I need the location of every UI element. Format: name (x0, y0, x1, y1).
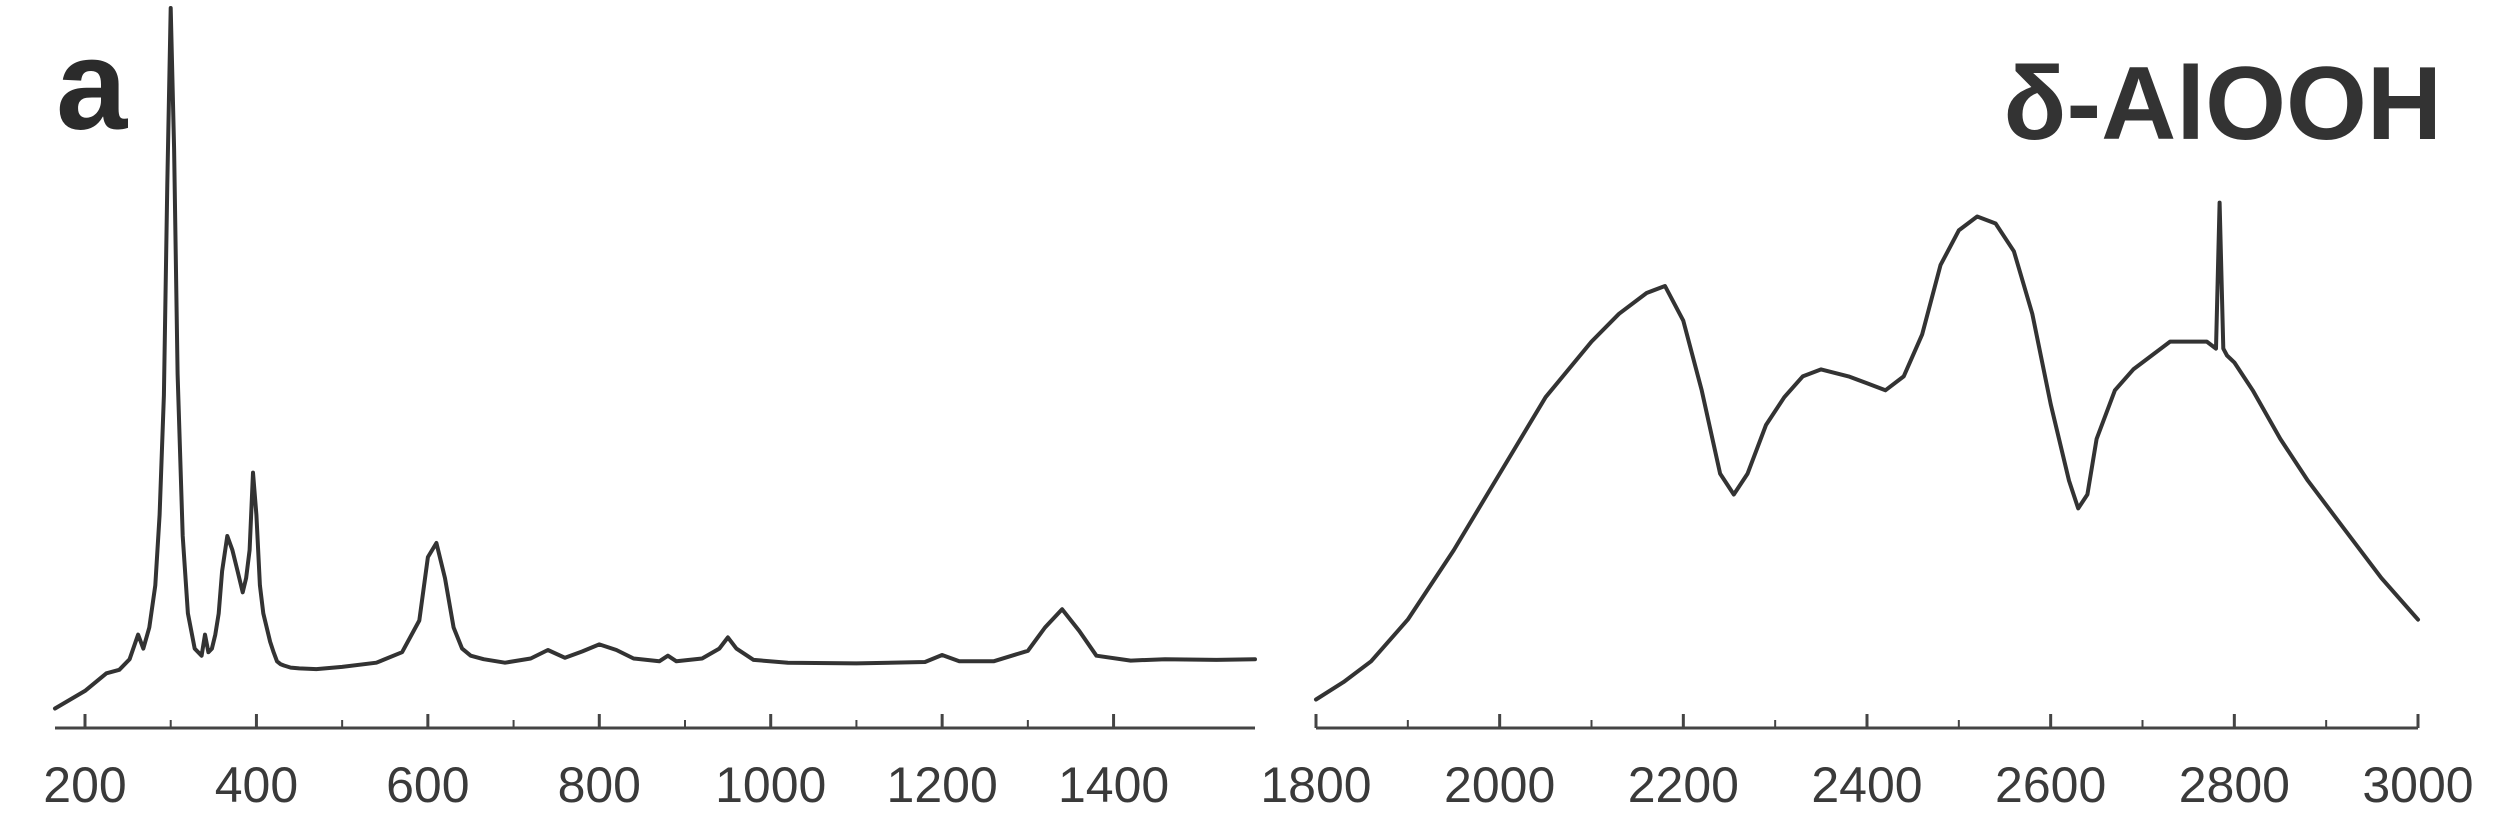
x-tick-label-600: 600 (386, 757, 469, 813)
x-tick-label-2200: 2200 (1628, 757, 1739, 813)
spectrum-line-1 (53, 6, 1257, 711)
x-tick-label-2400: 2400 (1811, 757, 1922, 813)
x-tick-label-800: 800 (558, 757, 641, 813)
panel-label: a (56, 14, 128, 157)
x-tick-label-400: 400 (215, 757, 298, 813)
chart-title: δ-AlOOH (2003, 46, 2442, 162)
x-tick-label-2600: 2600 (1995, 757, 2106, 813)
x-tick-label-1400: 1400 (1058, 757, 1169, 813)
x-tick-label-1000: 1000 (715, 757, 826, 813)
spectrum-line-2 (1314, 200, 2420, 702)
x-tick-label-2800: 2800 (2179, 757, 2290, 813)
x-tick-label-2000: 2000 (1444, 757, 1555, 813)
x-tick-label-1200: 1200 (887, 757, 998, 813)
x-tick-label-3000: 3000 (2362, 757, 2473, 813)
x-tick-label-1800: 1800 (1260, 757, 1371, 813)
x-tick-label-200: 200 (43, 757, 126, 813)
